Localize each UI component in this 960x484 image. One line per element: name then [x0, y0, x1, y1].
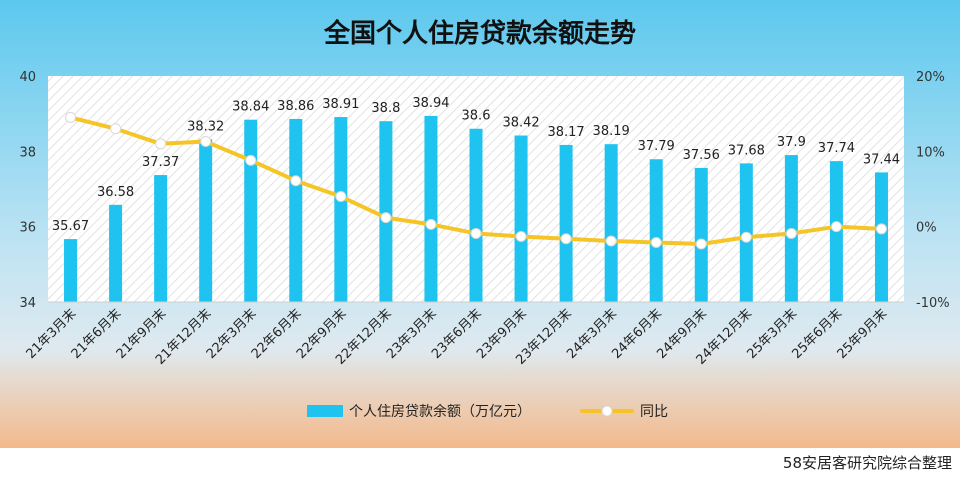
yoy-point — [245, 154, 257, 166]
bar — [469, 128, 483, 302]
bar-value-label: 37.79 — [638, 139, 675, 154]
yoy-point — [785, 227, 797, 239]
bars-layer — [64, 115, 888, 303]
bar — [694, 167, 708, 302]
bar — [289, 118, 303, 302]
bar-value-label: 37.56 — [683, 148, 720, 163]
bar — [424, 115, 438, 302]
legend-label-line: 同比 — [640, 404, 668, 420]
bar-value-label: 37.37 — [142, 155, 179, 170]
y-right-tick-label: -10% — [916, 296, 950, 311]
y-right-tick-label: 10% — [916, 145, 945, 160]
legend-marker-line — [601, 405, 613, 417]
bar-value-label: 38.42 — [502, 116, 539, 131]
bar — [244, 119, 258, 303]
bar-value-label: 38.91 — [322, 97, 359, 112]
y-right-tick-label: 20% — [916, 70, 945, 85]
yoy-point — [740, 231, 752, 243]
yoy-point — [335, 191, 347, 203]
bar-value-label: 36.58 — [97, 185, 134, 200]
yoy-point — [110, 123, 122, 135]
bar — [154, 175, 168, 302]
yoy-point — [380, 212, 392, 224]
bar-value-label: 38.8 — [371, 101, 400, 116]
bar — [379, 121, 393, 302]
bar — [874, 172, 888, 302]
legend-label-bars: 个人住房贷款余额（万亿元） — [349, 403, 531, 420]
yoy-point — [155, 138, 167, 150]
yoy-point — [290, 175, 302, 187]
bar-value-label: 38.6 — [462, 109, 491, 124]
y-left-tick-label: 40 — [19, 70, 36, 85]
yoy-point — [560, 233, 572, 245]
yoy-point — [470, 227, 482, 239]
bar-value-label: 38.94 — [412, 96, 449, 111]
bar — [559, 144, 573, 302]
bar-value-label: 37.44 — [863, 152, 900, 167]
bar — [514, 135, 528, 302]
yoy-point — [695, 238, 707, 250]
bar-value-label: 35.67 — [52, 219, 89, 234]
source-credit: 58安居客研究院综合整理 — [782, 454, 952, 472]
yoy-point — [875, 223, 887, 235]
yoy-point — [650, 236, 662, 248]
yoy-point — [425, 218, 437, 230]
y-left-tick-label: 36 — [19, 221, 36, 236]
yoy-point — [65, 111, 77, 123]
bar-value-label: 37.9 — [777, 135, 806, 150]
bar-value-label: 38.17 — [547, 125, 584, 140]
yoy-point — [605, 235, 617, 247]
bar — [604, 144, 618, 302]
y-right-tick-label: 0% — [916, 221, 937, 236]
bar — [334, 117, 348, 302]
bar — [199, 139, 213, 302]
chart-title: 全国个人住房贷款余额走势 — [323, 18, 636, 49]
bar-value-label: 37.68 — [728, 143, 765, 158]
bar-value-label: 37.74 — [818, 141, 855, 156]
bar — [649, 159, 663, 302]
yoy-point — [200, 136, 212, 148]
bar-value-label: 38.32 — [187, 119, 224, 134]
bar-value-label: 38.84 — [232, 100, 269, 115]
bar — [109, 204, 123, 302]
legend: 个人住房贷款余额（万亿元） 同比 — [307, 403, 668, 420]
bar-value-label: 38.86 — [277, 99, 314, 114]
legend-swatch-bars — [307, 405, 343, 417]
y-left-tick-label: 38 — [19, 145, 36, 160]
chart-svg: 全国个人住房贷款余额走势 35.67 36.58 37.37 38.32 38.84 38… — [0, 0, 960, 448]
line-layer — [65, 111, 887, 250]
y-left-tick-label: 34 — [19, 296, 36, 311]
bar-value-label: 38.19 — [593, 124, 630, 139]
yoy-point — [830, 221, 842, 233]
data-labels-layer: 35.67 36.58 37.37 38.32 38.84 38.86 38.91 38.8 3… — [52, 96, 900, 234]
yoy-point — [515, 230, 527, 242]
bar — [64, 239, 78, 302]
